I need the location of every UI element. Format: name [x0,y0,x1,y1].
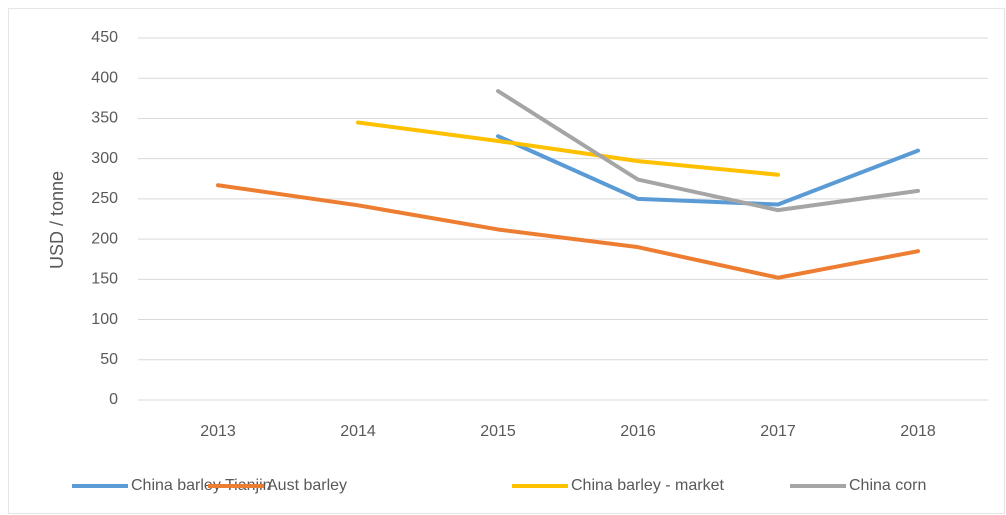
series-line [216,183,920,280]
x-tick-label: 2013 [200,423,236,440]
y-tick-label: 250 [91,190,118,207]
x-tick-label: 2015 [480,423,516,440]
legend-label: China corn [849,477,926,494]
x-tick-label: 2017 [760,423,796,440]
legend-label: Aust barley [267,477,347,494]
y-tick-label: 150 [91,271,118,288]
y-tick-label: 300 [91,150,118,167]
x-tick-label: 2018 [900,423,936,440]
series-line [356,120,780,177]
y-tick-label: 0 [109,391,118,408]
chart-border [8,8,1005,514]
y-tick-label: 50 [100,351,118,368]
y-tick-label: 400 [91,69,118,86]
x-tick-label: 2016 [620,423,656,440]
y-tick-label: 100 [91,311,118,328]
series-line [496,89,920,213]
legend-label: China barley - market [571,477,725,494]
y-tick-label: 200 [91,230,118,247]
y-tick-label: 450 [91,29,118,46]
series-line [496,134,920,207]
legend-label: China barley Tianjin [131,477,272,494]
x-tick-label: 2014 [340,423,376,440]
y-axis-label: USD / tonne [47,171,67,269]
y-tick-label: 350 [91,110,118,127]
